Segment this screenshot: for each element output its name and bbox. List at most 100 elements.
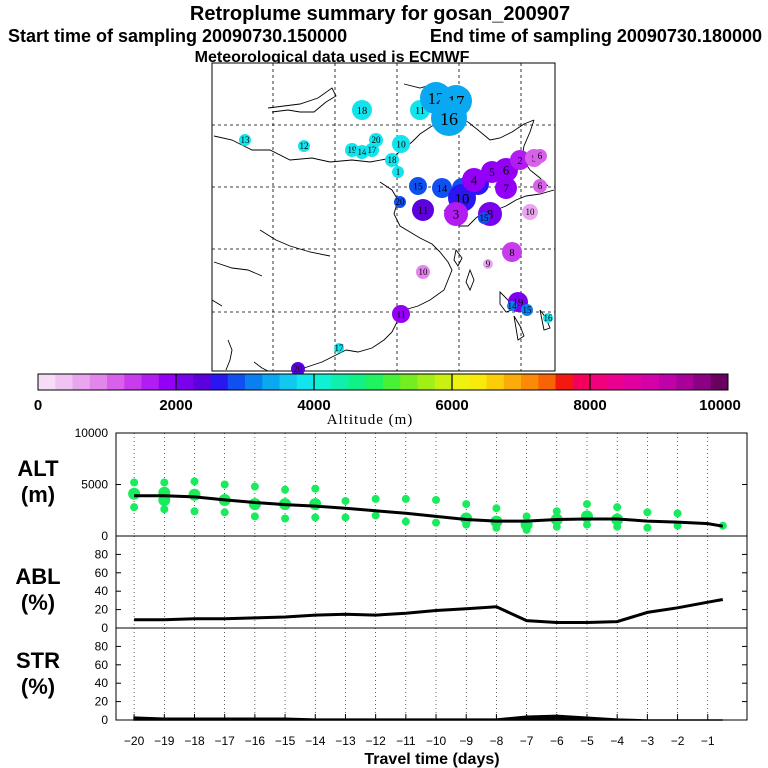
- timeseries-panels: 0 5000 10000 0 20 40 60 80 0 20 40 60 80 −20 −19 −18 −1…: [15, 426, 748, 768]
- x-tick-label: −16: [245, 734, 266, 748]
- plume-label: 17: [368, 145, 378, 155]
- plume-label: 10: [526, 207, 536, 217]
- alt-cluster-point: [673, 509, 682, 518]
- colorbar-cell: [38, 374, 56, 390]
- plume-markers: 1312181112171619141720101811514131210201…: [239, 82, 553, 376]
- plume-dot: [352, 100, 372, 120]
- alt-cluster-point: [341, 513, 350, 522]
- x-tick-label: −18: [184, 734, 205, 748]
- x-tick-label: −7: [520, 734, 534, 748]
- plume-label: 13: [241, 135, 251, 145]
- plume-label: 9: [486, 259, 491, 269]
- plume-label: 2: [517, 156, 522, 167]
- colorbar-cell: [624, 374, 643, 390]
- alt-cluster-point: [188, 488, 201, 501]
- x-tick-label: −15: [275, 734, 296, 748]
- str-panel-label: STR: [16, 648, 60, 673]
- alt-cluster-point: [643, 508, 652, 517]
- alt-panel-label: ALT: [17, 456, 59, 481]
- x-tick-label: −4: [610, 734, 624, 748]
- plume-label: 4: [471, 174, 478, 188]
- plume-marker: 2: [510, 150, 530, 170]
- colorbar-cell: [400, 374, 418, 390]
- plume-marker: 20: [394, 196, 406, 208]
- colorbar-cell: [555, 374, 574, 390]
- plume-label: 3: [453, 208, 459, 222]
- plume-marker: 4: [462, 168, 486, 192]
- colorbar-cell: [176, 374, 194, 390]
- alt-mean-line: [134, 494, 724, 528]
- plume-dot: [483, 259, 493, 269]
- colorbar-tick-6000: 6000: [435, 397, 468, 414]
- plume-label: 19: [348, 145, 358, 155]
- plume-label: 20: [372, 135, 382, 145]
- plume-dot: [369, 133, 383, 147]
- plume-label: 6: [503, 164, 509, 178]
- alt-cluster-point: [190, 507, 199, 516]
- plume-label: 8: [487, 208, 493, 222]
- plume-label: 11: [396, 310, 405, 320]
- plume-dot: [502, 242, 522, 262]
- plume-label: 18: [388, 155, 398, 165]
- plume-dot: [392, 305, 410, 323]
- alt-cluster-point: [492, 523, 501, 532]
- plume-dot: [394, 196, 406, 208]
- alt-cluster-point: [281, 514, 290, 523]
- plume-dot: [521, 304, 533, 316]
- alt-cluster-point: [582, 520, 591, 529]
- plume-marker: 8: [502, 242, 522, 262]
- plume-label: 18: [357, 106, 368, 117]
- x-tick-label: −11: [396, 734, 416, 748]
- plume-label: 15: [413, 182, 423, 192]
- colorbar-cell: [590, 374, 608, 390]
- str-panel-unit: (%): [21, 674, 55, 699]
- plume-marker: 10: [416, 265, 430, 279]
- plume-dot: [522, 204, 538, 220]
- alt-cluster-point: [160, 478, 169, 487]
- plume-label: 14: [358, 147, 368, 157]
- y-tick-label: 0: [101, 713, 108, 727]
- plume-dot: [495, 177, 517, 199]
- end-time-label: End time of sampling 20090730.180000: [430, 26, 762, 46]
- y-tick-label: 20: [95, 695, 109, 709]
- colorbar-cell: [503, 374, 522, 390]
- plume-marker: 14: [507, 301, 517, 311]
- plume-label: 6: [538, 151, 543, 161]
- alt-cluster-point: [250, 512, 259, 521]
- plume-label: 11: [415, 106, 425, 117]
- plume-marker: 15: [521, 304, 533, 316]
- alt-cluster-point: [311, 484, 320, 493]
- y-tick-label: 0: [101, 621, 108, 635]
- plume-marker: 10: [522, 204, 538, 220]
- plume-marker: 18: [385, 153, 399, 167]
- plume-label: 14: [508, 301, 518, 311]
- colorbar-cell: [538, 374, 556, 390]
- colorbar-cell: [55, 374, 73, 390]
- alt-cluster-point: [522, 525, 531, 534]
- alt-cluster-point: [522, 512, 531, 521]
- plume-label: 11: [417, 205, 428, 217]
- colorbar-tick-8000: 8000: [573, 397, 606, 414]
- plume-dot: [510, 150, 530, 170]
- alt-cluster-point: [309, 498, 322, 511]
- plume-marker: 7: [495, 177, 517, 199]
- plume-marker: 13: [239, 134, 251, 146]
- alt-cluster-point: [401, 517, 410, 526]
- plume-label: 14: [437, 184, 448, 195]
- alt-cluster-point: [643, 523, 652, 532]
- colorbar-cell: [124, 374, 142, 390]
- map-frame: [211, 62, 556, 372]
- y-tick-label: 80: [95, 639, 109, 653]
- alt-cluster-point: [673, 521, 682, 530]
- colorbar-cell: [193, 374, 211, 390]
- alt-cluster-point: [130, 503, 139, 512]
- alt-cluster-point: [130, 478, 139, 487]
- colorbar-cell: [296, 374, 315, 390]
- x-tick-label: −12: [365, 734, 386, 748]
- y-tick-label: 40: [95, 584, 109, 598]
- x-tick-label: −13: [335, 734, 356, 748]
- colorbar-cell: [365, 374, 384, 390]
- main-title: Retroplume summary for gosan_200907: [190, 3, 570, 25]
- plume-label: 20: [396, 197, 406, 207]
- plume-dot: [432, 178, 452, 198]
